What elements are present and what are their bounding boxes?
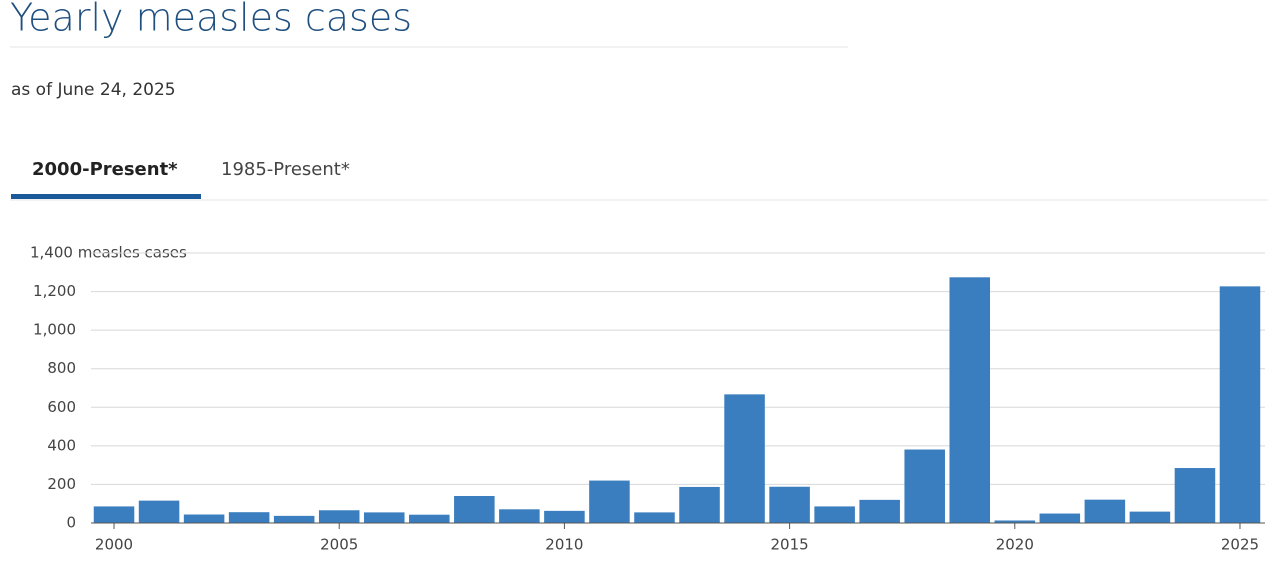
bar (454, 496, 495, 523)
title: Yearly measles cases (10, 0, 412, 40)
bar (409, 514, 450, 523)
bar (1129, 511, 1171, 523)
bar (949, 277, 991, 523)
y-tick-label: 0 (66, 514, 76, 532)
bar (273, 515, 315, 523)
tab-underline (11, 194, 201, 199)
bar (634, 512, 675, 523)
bar (183, 514, 225, 523)
bar (1219, 286, 1261, 523)
x-tick-label: 2015 (771, 536, 809, 554)
bar (544, 510, 585, 523)
subtitle: as of June 24, 2025 (11, 80, 176, 100)
bar (1174, 468, 1216, 523)
bar (589, 480, 630, 523)
y-tick-label: 400 (47, 436, 76, 454)
bar (138, 500, 180, 523)
bar (724, 394, 765, 523)
bar (363, 512, 405, 523)
y-tick-label: 600 (47, 398, 76, 416)
bar (93, 506, 135, 523)
x-tick-label: 2020 (996, 536, 1034, 554)
bar (1039, 513, 1081, 523)
bar (499, 509, 540, 523)
bar (228, 512, 270, 523)
y-tick-label: 1,200 (33, 282, 76, 300)
y-tick-label: 200 (47, 475, 76, 493)
x-tick-label: 2025 (1221, 536, 1259, 554)
bar (994, 520, 1036, 523)
y-tick-label: 1,000 (33, 321, 76, 339)
bar (859, 499, 900, 523)
tab[interactable]: 1985-Present* (221, 159, 350, 180)
x-tick-label: 2010 (545, 536, 583, 554)
x-tick-label: 2005 (320, 536, 358, 554)
x-tick-label: 2000 (95, 536, 133, 554)
y-tick-label: 800 (47, 359, 76, 377)
tab[interactable]: 2000-Present* (32, 159, 178, 180)
bar (814, 506, 855, 523)
bar (1084, 499, 1126, 523)
bar (679, 486, 720, 523)
bar (904, 449, 945, 523)
bar (769, 486, 810, 523)
bar (318, 510, 360, 523)
